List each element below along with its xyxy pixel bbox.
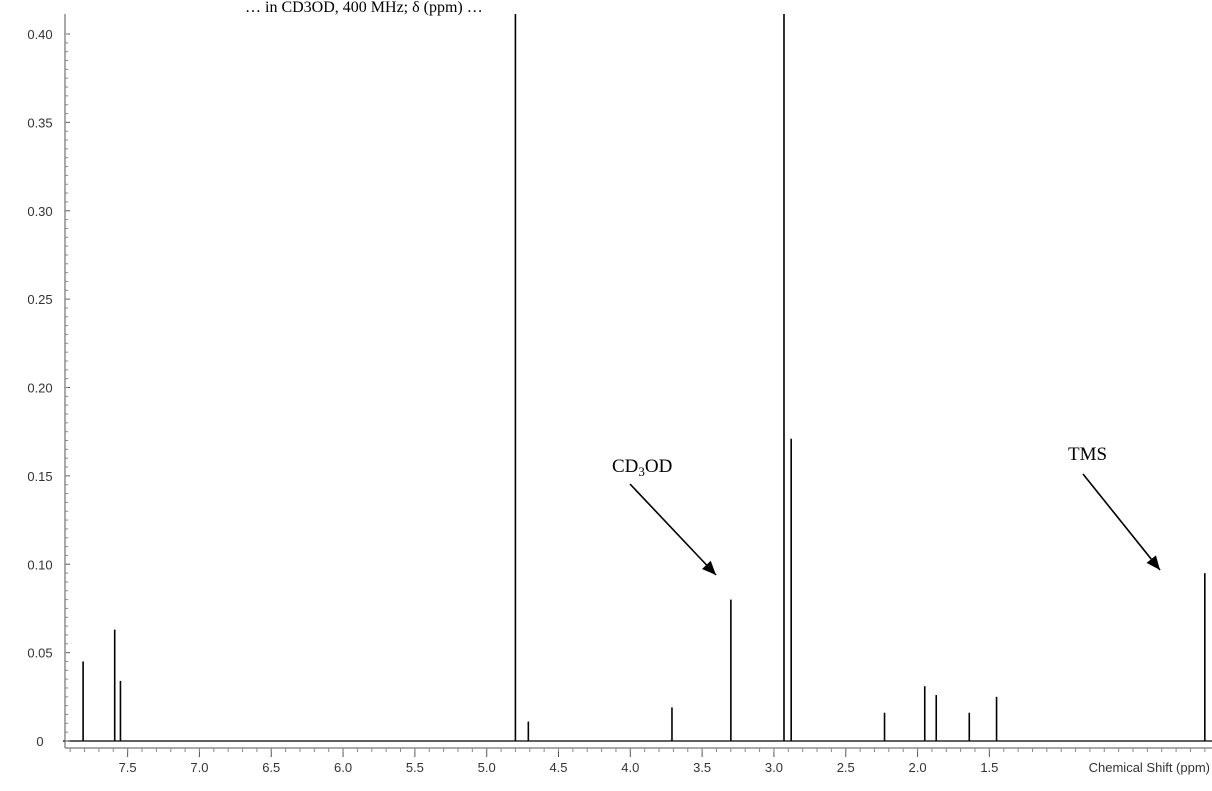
x-tick-label: 5.5 <box>406 760 424 775</box>
x-tick-label: 2.5 <box>837 760 855 775</box>
annotation-label: TMS <box>1068 444 1107 465</box>
y-tick-label: 0.15 <box>27 469 52 484</box>
y-tick-label: 0.40 <box>27 27 52 42</box>
annotation-arrow <box>1082 473 1161 571</box>
y-tick-label: 0.35 <box>27 115 52 130</box>
x-tick-label: 4.0 <box>621 760 639 775</box>
x-tick-label: 3.0 <box>765 760 783 775</box>
x-tick-label: 6.5 <box>262 760 280 775</box>
x-tick-label: 7.5 <box>119 760 137 775</box>
x-tick-label: 4.5 <box>549 760 567 775</box>
x-axis-title: Chemical Shift (ppm) <box>1089 760 1210 775</box>
y-tick-label: 0 <box>36 734 43 749</box>
annotation-arrowhead <box>1146 555 1160 570</box>
x-tick-label: 5.0 <box>478 760 496 775</box>
x-tick-label: 2.0 <box>909 760 927 775</box>
x-tick-label: 6.0 <box>334 760 352 775</box>
header-fragment: … in CD3OD, 400 MHz; δ (ppm) … <box>245 0 483 16</box>
y-tick-label: 0.25 <box>27 292 52 307</box>
y-tick-label: 0.30 <box>27 204 52 219</box>
annotation-label: CD3OD <box>612 456 672 479</box>
x-tick-label: 3.5 <box>693 760 711 775</box>
x-tick-label: 1.5 <box>980 760 998 775</box>
x-tick-label: 7.0 <box>190 760 208 775</box>
y-tick-label: 0.10 <box>27 557 52 572</box>
annotation-arrow <box>629 483 717 576</box>
annotation-arrowhead <box>702 560 716 575</box>
y-tick-label: 0.20 <box>27 381 52 396</box>
y-tick-label: 0.05 <box>27 646 52 661</box>
